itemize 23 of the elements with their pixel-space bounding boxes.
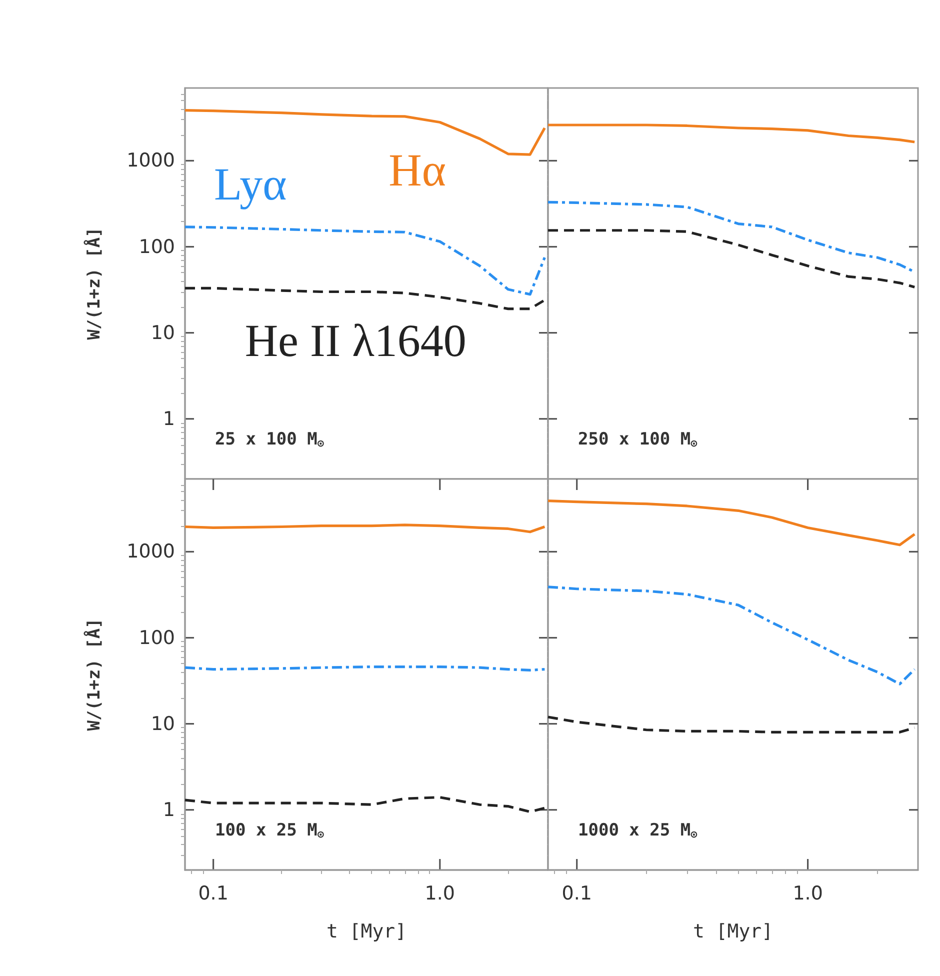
y-tick-label: 10 — [150, 712, 175, 735]
x-tick-label: 0.1 — [198, 882, 228, 904]
x-axis-title: t [Myr] — [326, 920, 407, 942]
x-axis-title: t [Myr] — [692, 920, 774, 942]
annotation: 1000 x 25 M⊙ — [578, 820, 698, 841]
y-tick-label: 100 — [138, 626, 175, 649]
annotation: Lyα — [214, 158, 287, 210]
annotation: 25 x 100 M⊙ — [215, 430, 324, 450]
y-axis-title: W/(1+z) [Å] — [84, 227, 104, 340]
annotation: Hα — [388, 144, 446, 196]
y-tick-label: 1 — [162, 798, 175, 821]
y-axis-title: W/(1+z) [Å] — [84, 618, 104, 731]
y-tick-label: 100 — [138, 236, 175, 258]
y-tick-label: 1000 — [126, 150, 175, 172]
annotation: He II λ1640 — [244, 315, 466, 366]
x-tick-label: 0.1 — [562, 882, 592, 904]
x-tick-label: 1.0 — [424, 882, 455, 904]
annotation: 100 x 25 M⊙ — [215, 820, 324, 841]
y-tick-label: 10 — [150, 322, 175, 344]
annotation: 250 x 100 M⊙ — [578, 430, 698, 450]
x-tick-label: 1.0 — [792, 882, 823, 904]
y-tick-label: 1 — [162, 408, 175, 430]
y-tick-label: 1000 — [126, 540, 175, 563]
